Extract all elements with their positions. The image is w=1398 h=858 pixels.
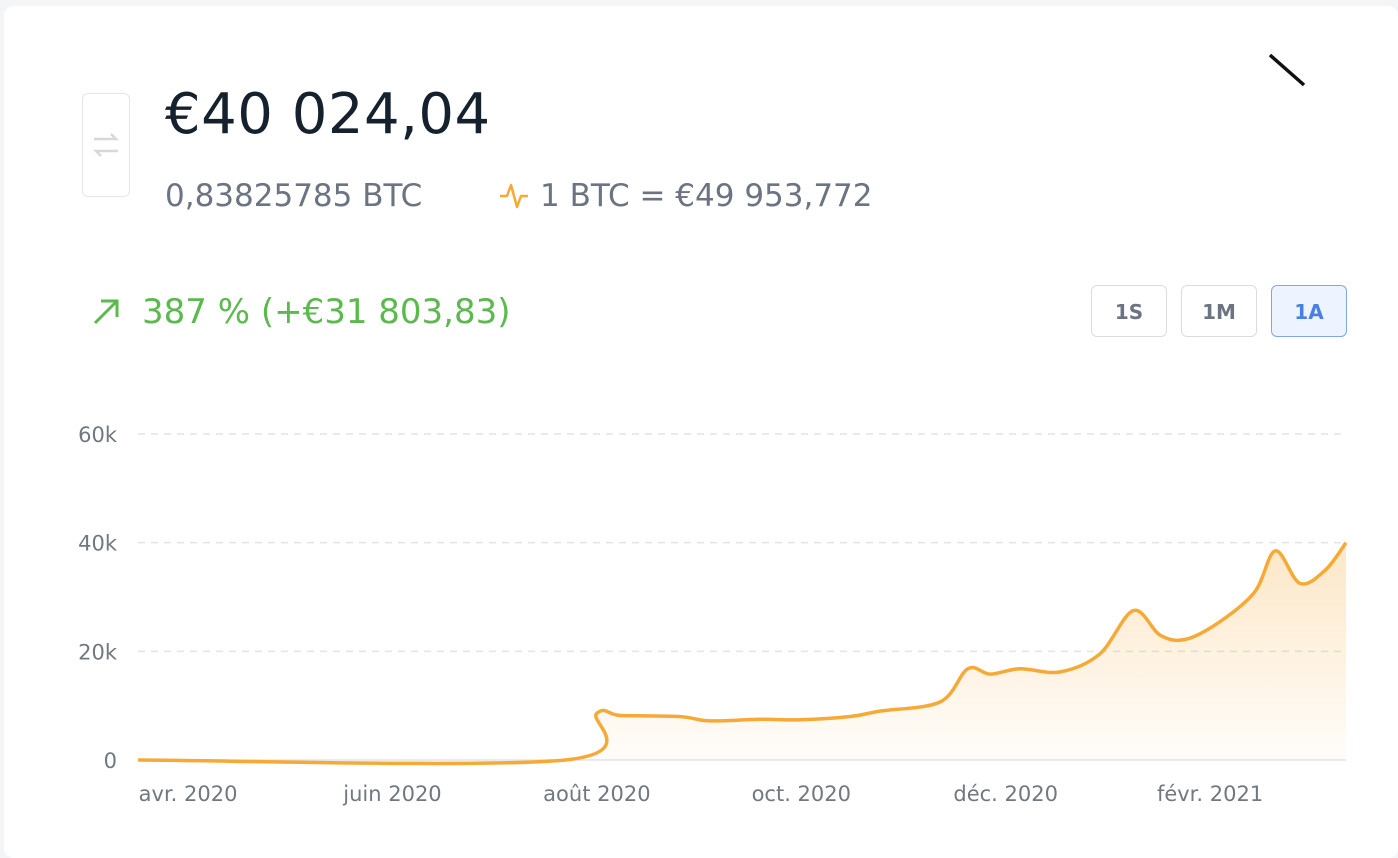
line bbox=[137, 541, 1348, 766]
y-tick-label: 20k bbox=[78, 640, 118, 664]
btc-amount: 0,83825785 BTC bbox=[165, 178, 423, 214]
x-tick-label: avr. 2020 bbox=[139, 782, 238, 806]
y-tick-label: 40k bbox=[78, 532, 118, 556]
chart: 0 20k 40k 60k avr. 2020 juin 2020 août 2020 oct… bbox=[78, 423, 1348, 806]
range-button[interactable]: 1A bbox=[1271, 285, 1347, 337]
pulse-icon bbox=[500, 183, 528, 209]
balance: €40 024,04 bbox=[165, 82, 491, 147]
convert-icon bbox=[92, 133, 120, 157]
y-tick-label: 0 bbox=[104, 749, 117, 773]
x-tick-label: août 2020 bbox=[543, 782, 650, 806]
range-button[interactable]: 1S bbox=[1091, 285, 1167, 337]
card: €40 024,04 0,83825785 BTC 1 BTC = €49 95… bbox=[4, 6, 1398, 858]
up-arrow bbox=[93, 299, 119, 325]
change: 387 % (+€31 803,83) bbox=[142, 292, 511, 332]
x-tick-label: févr. 2021 bbox=[1157, 782, 1263, 806]
x-tick-label: déc. 2020 bbox=[953, 782, 1058, 806]
range-button[interactable]: 1M bbox=[1181, 285, 1257, 337]
convert-button[interactable] bbox=[82, 93, 130, 197]
x-tick-label: oct. 2020 bbox=[752, 782, 851, 806]
menu-icon[interactable] bbox=[1266, 51, 1310, 91]
x-tick-label: juin 2020 bbox=[342, 782, 441, 806]
area-fill bbox=[138, 542, 1346, 764]
rate: 1 BTC = €49 953,772 bbox=[540, 178, 873, 214]
y-tick-label: 60k bbox=[78, 423, 118, 447]
